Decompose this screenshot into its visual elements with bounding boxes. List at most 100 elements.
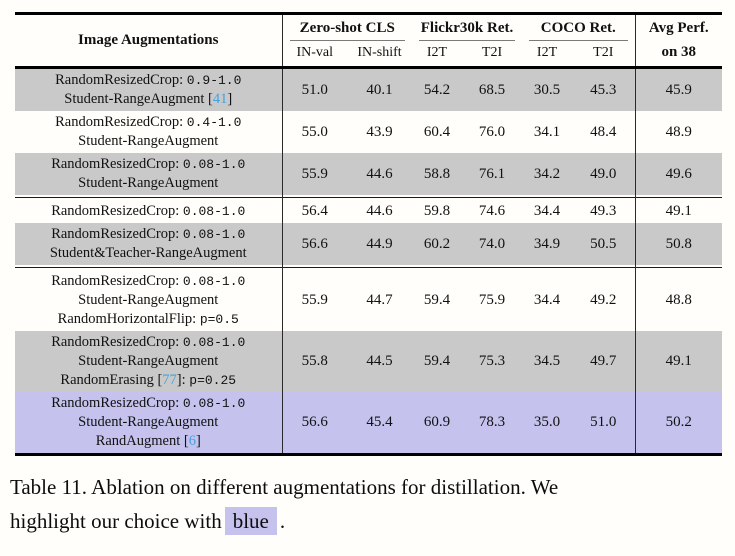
augmentation-line: RandomResizedCrop: 0.9-1.0 [19, 71, 278, 90]
metric-value: 49.7 [572, 331, 636, 392]
metric-value: 60.4 [423, 123, 451, 140]
augmentation-cell: RandomResizedCrop: 0.08-1.0 Student-Range… [15, 331, 283, 392]
table-row: RandomResizedCrop: 0.08-1.0 Student-Range… [15, 153, 723, 195]
table-row: RandomResizedCrop: 0.9-1.0 Student-RangeA… [15, 67, 723, 111]
augmentation-text: RandomResizedCrop: [51, 203, 183, 219]
metric-value: 35.0 [522, 392, 573, 455]
augmentation-cell: RandomResizedCrop: 0.08-1.0 Student-Range… [15, 270, 283, 331]
augmentation-text: 0.9-1.0 [186, 73, 242, 88]
augmentation-text: 0.08-1.0 [182, 157, 246, 172]
metric-value: 43.9 [366, 123, 393, 140]
augmentation-text: RandomResizedCrop: [55, 72, 187, 88]
metric-value: 49.2 [590, 292, 617, 308]
augmentation-line: Student-RangeAugment [19, 132, 278, 151]
augmentation-line: RandomResizedCrop: 0.08-1.0 [19, 272, 278, 291]
results-table: Image Augmentations Zero-shot CLS Flickr3… [15, 12, 723, 456]
metric-value: 44.6 [347, 153, 412, 195]
augmentation-text: ]: [176, 372, 190, 388]
column-group-header: COCO Ret. [522, 14, 635, 41]
augmentation-cell: RandomResizedCrop: 0.08-1.0 Student-Range… [15, 153, 283, 195]
metric-value: 34.9 [522, 223, 573, 265]
metric-value: 30.5 [522, 67, 573, 111]
citation-link[interactable]: 6 [188, 433, 196, 449]
augmentation-line: RandomResizedCrop: 0.08-1.0 [19, 202, 278, 221]
metric-value: 45.9 [634, 67, 723, 111]
augmentation-text: 0.08-1.0 [182, 274, 246, 289]
augmentation-text: Student&Teacher-RangeAugment [49, 245, 247, 261]
column-sub-header: T2I [572, 41, 636, 69]
augmentation-text: RandomErasing [ [60, 372, 163, 388]
augmentation-cell: RandomResizedCrop: 0.08-1.0 Student-Range… [15, 392, 283, 455]
augmentation-text: 0.08-1.0 [182, 335, 246, 350]
metric-value: 49.0 [572, 153, 636, 195]
citation-link[interactable]: 41 [212, 91, 228, 107]
metric-value: 60.2 [412, 223, 462, 265]
column-sub-header: IN-val [282, 41, 347, 69]
augmentation-line: RandAugment [6] [19, 432, 278, 451]
metric-value: 48.9 [634, 111, 723, 153]
augmentation-line: RandomErasing [77]: p=0.25 [19, 371, 278, 390]
table-row: RandomResizedCrop: 0.08-1.0 56.4 44.6 59.8 7… [15, 200, 723, 223]
augmentation-line: Student-RangeAugment [19, 291, 278, 310]
metric-value: 55.0 [301, 123, 328, 140]
metric-value: 44.5 [347, 331, 412, 392]
augmentation-cell: RandomResizedCrop: 0.9-1.0 Student-RangeA… [15, 67, 283, 111]
augmentation-text: p=0.25 [189, 373, 237, 388]
augmentation-cell: RandomResizedCrop: 0.4-1.0 Student-RangeA… [15, 111, 283, 153]
augmentation-text: RandomResizedCrop: [51, 334, 183, 350]
metric-value: 48.4 [590, 123, 617, 140]
table-row: RandomResizedCrop: 0.08-1.0 Student&Teach… [15, 223, 723, 265]
column-group-header: Zero-shot CLS [282, 14, 412, 41]
augmentation-line: RandomResizedCrop: 0.08-1.0 [19, 333, 278, 352]
metric-value: 44.6 [366, 203, 393, 219]
header-group-row: Image Augmentations Zero-shot CLS Flickr3… [15, 13, 723, 69]
augmentation-text: 0.4-1.0 [186, 115, 242, 130]
citation-link[interactable]: 77 [162, 372, 177, 388]
caption-highlight-blue: blue [224, 507, 277, 535]
metric-value: 40.1 [347, 67, 412, 111]
augmentation-line: Student-RangeAugment [41] [19, 90, 278, 109]
augmentation-text: Student-RangeAugment [78, 133, 219, 149]
metric-value: 49.1 [634, 200, 723, 223]
metric-value: 51.0 [282, 67, 347, 111]
metric-value: 49.1 [634, 331, 723, 392]
column-group-header: Avg Perf. [634, 13, 723, 41]
metric-value: 49.6 [634, 153, 723, 195]
augmentation-text: Student-RangeAugment [78, 353, 219, 369]
augmentation-cell: RandomResizedCrop: 0.08-1.0 [15, 200, 283, 223]
metric-value: 55.9 [301, 292, 328, 308]
metric-value: 45.4 [347, 392, 412, 455]
metric-value: 44.7 [366, 292, 393, 308]
caption-line-2-end: . [279, 509, 286, 533]
augmentation-text: Student-RangeAugment [ [64, 91, 213, 107]
metric-value: 56.6 [282, 392, 347, 455]
column-group-label: Flickr30k Ret. [419, 20, 516, 41]
augmentation-text: 0.08-1.0 [182, 204, 246, 219]
metric-value: 74.0 [462, 223, 523, 265]
augmentation-text: RandomResizedCrop: [51, 156, 183, 172]
metric-value: 54.2 [412, 67, 462, 111]
metric-value: 74.6 [478, 203, 506, 219]
column-group-label: Zero-shot CLS [289, 20, 405, 41]
metric-value: 76.1 [462, 153, 523, 195]
metric-value: 59.4 [423, 292, 451, 308]
column-sub-header: T2I [462, 41, 523, 69]
column-header-augmentations: Image Augmentations [15, 13, 283, 69]
augmentation-text: RandAugment [ [95, 433, 189, 449]
metric-value: 59.4 [412, 331, 462, 392]
group-separator-rule [15, 195, 723, 200]
augmentation-line: RandomResizedCrop: 0.08-1.0 [19, 394, 278, 413]
metric-value: 78.3 [462, 392, 523, 455]
table-caption: Table 11. Ablation on different augmenta… [10, 470, 732, 538]
column-group-label: Avg Perf. [648, 20, 709, 36]
metric-value: 59.8 [423, 203, 451, 219]
augmentation-text: RandomResizedCrop: [51, 395, 183, 411]
metric-value: 75.9 [478, 292, 506, 308]
augmentation-line: RandomResizedCrop: 0.4-1.0 [19, 113, 278, 132]
column-sub-header: I2T [412, 41, 462, 69]
metric-value: 50.2 [634, 392, 723, 455]
augmentation-cell: RandomResizedCrop: 0.08-1.0 Student&Teach… [15, 223, 283, 265]
column-group-header: Flickr30k Ret. [412, 14, 522, 41]
metric-value: 76.0 [478, 123, 506, 140]
metric-value: 50.8 [634, 223, 723, 265]
